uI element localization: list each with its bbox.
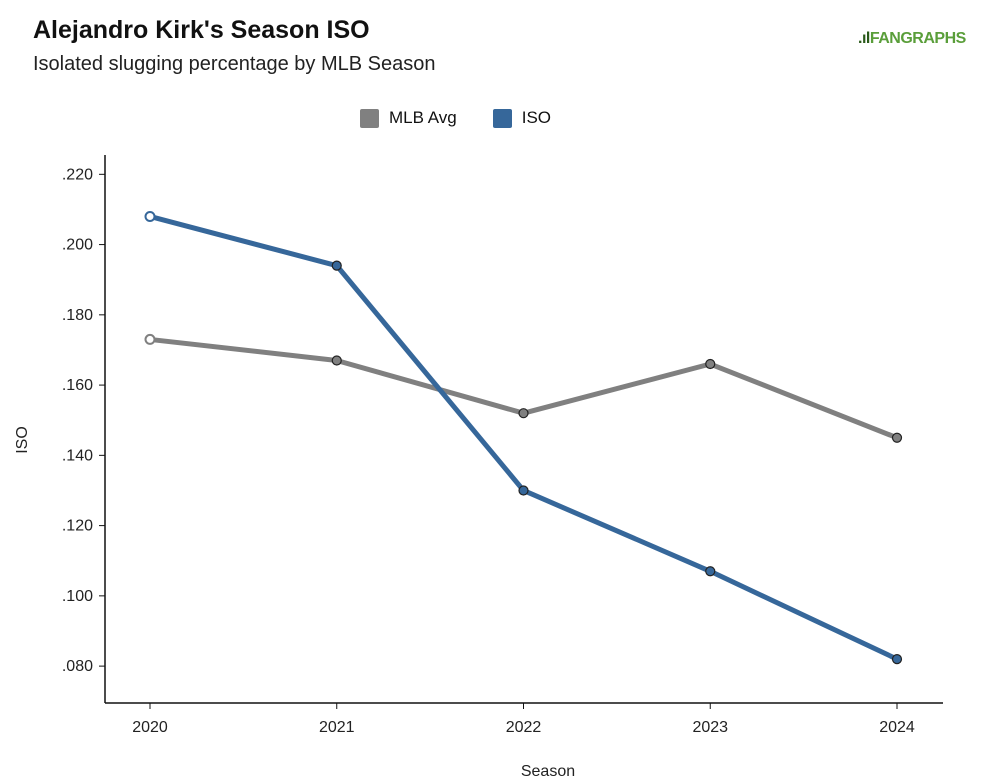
y-tick-label: .080 xyxy=(62,658,93,675)
y-tick-label: .180 xyxy=(62,307,93,324)
y-tick-label: .200 xyxy=(62,237,93,254)
data-point-iso xyxy=(705,566,716,577)
legend-label: MLB Avg xyxy=(389,108,457,127)
chart-subtitle: Isolated slugging percentage by MLB Seas… xyxy=(33,53,436,75)
y-tick-label: .120 xyxy=(62,518,93,535)
y-axis-label: ISO xyxy=(14,426,31,454)
series-line-mlb-avg xyxy=(149,336,898,441)
y-tick-label: .140 xyxy=(62,447,93,464)
x-tick-label: 2024 xyxy=(879,719,915,736)
legend-item-mlb-avg[interactable]: MLB Avg xyxy=(360,108,457,128)
x-axis-label: Season xyxy=(521,763,575,780)
legend-item-iso[interactable]: ISO xyxy=(492,108,552,128)
data-point-mlb-avg xyxy=(705,358,716,370)
x-tick-label: 2022 xyxy=(506,719,542,736)
data-point-mlb-avg xyxy=(331,355,342,366)
logo-text: FANGRAPHS xyxy=(869,30,966,47)
y-tick-label: .100 xyxy=(62,588,93,605)
y-tick-label: .160 xyxy=(62,377,93,394)
y-tick-label: .220 xyxy=(62,166,93,183)
data-point-iso xyxy=(331,260,342,271)
series-line-iso xyxy=(149,214,899,662)
legend-label: ISO xyxy=(521,108,552,127)
data-point-iso xyxy=(144,210,156,222)
legend: MLB Avg ISO xyxy=(360,108,551,128)
x-tick-label: 2020 xyxy=(132,719,168,736)
x-tick-label: 2023 xyxy=(692,719,728,736)
data-point-mlb-avg xyxy=(518,408,529,419)
fangraphs-logo: .ılFANGRAPHS xyxy=(858,30,966,48)
data-point-iso xyxy=(518,485,529,496)
data-point-mlb-avg xyxy=(144,333,156,345)
chart-title: Alejandro Kirk's Season ISO xyxy=(33,16,370,44)
legend-swatch xyxy=(492,108,512,128)
logo-mark: .ıl xyxy=(858,30,870,47)
data-point-mlb-avg xyxy=(891,432,903,443)
legend-swatch xyxy=(360,108,379,128)
data-point-iso xyxy=(891,653,903,665)
x-tick-label: 2021 xyxy=(319,719,355,736)
